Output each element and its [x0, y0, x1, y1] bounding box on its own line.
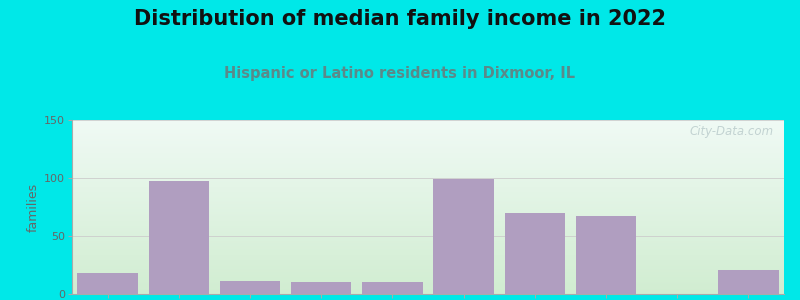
Bar — [576, 216, 636, 294]
Bar — [220, 281, 280, 294]
Bar — [291, 282, 351, 294]
Text: City-Data.com: City-Data.com — [689, 125, 774, 138]
Bar — [718, 270, 778, 294]
Y-axis label: families: families — [27, 182, 40, 232]
Bar — [78, 273, 138, 294]
Bar — [505, 213, 565, 294]
Text: Hispanic or Latino residents in Dixmoor, IL: Hispanic or Latino residents in Dixmoor,… — [225, 66, 575, 81]
Bar — [434, 179, 494, 294]
Bar — [362, 282, 422, 294]
Text: Distribution of median family income in 2022: Distribution of median family income in … — [134, 9, 666, 29]
Bar — [149, 182, 209, 294]
